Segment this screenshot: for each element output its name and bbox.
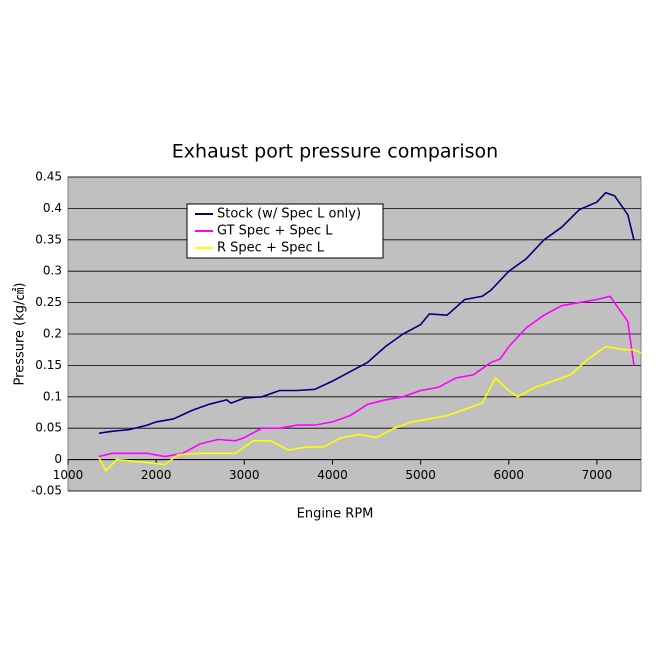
y-tick-label: 0.15 bbox=[35, 358, 62, 372]
y-tick-label: 0.25 bbox=[35, 295, 62, 309]
series-line bbox=[98, 345, 642, 473]
chart-title: Exhaust port pressure comparison bbox=[172, 141, 498, 163]
y-tick-label: 0 bbox=[54, 452, 62, 466]
x-tick-label: 3000 bbox=[229, 468, 260, 482]
y-tick-label: -0.05 bbox=[31, 484, 62, 498]
series-line bbox=[98, 295, 635, 458]
x-tick-label: 7000 bbox=[582, 468, 613, 482]
legend-box bbox=[186, 203, 384, 259]
x-tick-label: 5000 bbox=[405, 468, 436, 482]
x-tick-label: 2000 bbox=[141, 468, 172, 482]
y-tick-label: 0.4 bbox=[43, 201, 62, 215]
y-tick-label: 0.2 bbox=[43, 327, 62, 341]
y-tick-label: 0.45 bbox=[35, 170, 62, 184]
y-tick-label: 0.35 bbox=[35, 232, 62, 246]
y-tick-label: 0.1 bbox=[43, 389, 62, 403]
y-axis-label: Pressure (kg/㎠) bbox=[13, 283, 28, 386]
legend-label: GT Spec + Spec L bbox=[217, 224, 333, 239]
y-tick-label: 0.05 bbox=[35, 421, 62, 435]
legend-label: R Spec + Spec L bbox=[217, 241, 325, 256]
series-line bbox=[98, 191, 635, 434]
x-tick-label: 1000 bbox=[53, 468, 84, 482]
y-tick-label: 0.3 bbox=[43, 264, 62, 278]
x-tick-label: 6000 bbox=[493, 468, 524, 482]
x-tick-label: 4000 bbox=[317, 468, 348, 482]
x-axis-label: Engine RPM bbox=[297, 507, 374, 522]
legend-label: Stock (w/ Spec L only) bbox=[217, 207, 361, 222]
